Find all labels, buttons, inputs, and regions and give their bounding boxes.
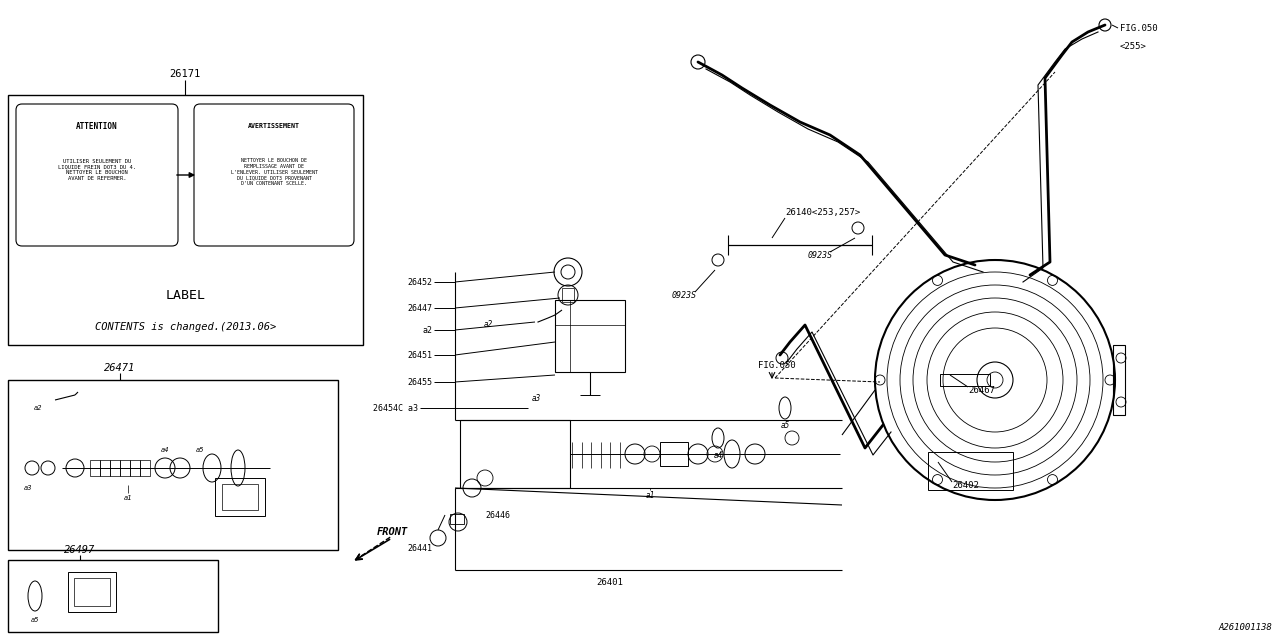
Bar [74, 578, 110, 606]
Bar [1114, 345, 1125, 415]
Text: NETTOYER LE BOUCHON DE
REMPLISSAGE AVANT DE
L'ENLEVER. UTILISER SEULEMENT
DU LIQ: NETTOYER LE BOUCHON DE REMPLISSAGE AVANT… [230, 158, 317, 186]
Text: 26455: 26455 [407, 378, 433, 387]
Text: CONTENTS is changed.(2013.06>: CONTENTS is changed.(2013.06> [95, 322, 276, 332]
Text: a3: a3 [532, 394, 541, 403]
Bar [8, 95, 364, 345]
Bar [221, 484, 259, 510]
Bar [140, 460, 150, 476]
Bar [451, 514, 465, 524]
Text: a5: a5 [781, 420, 790, 429]
Bar [110, 460, 120, 476]
Bar [120, 460, 131, 476]
Bar [556, 300, 625, 372]
Text: UTILISER SEULEMENT DU
LIQUIDE FREIN DOT3 DU 4.
NETTOYER LE BOUCHON
AVANT DE REFE: UTILISER SEULEMENT DU LIQUIDE FREIN DOT3… [58, 159, 136, 181]
Text: ATTENTION: ATTENTION [77, 122, 118, 131]
Text: 0923S: 0923S [672, 291, 698, 300]
Text: a4: a4 [161, 447, 169, 453]
Bar [68, 572, 116, 612]
Bar [90, 460, 100, 476]
Bar [562, 288, 573, 302]
Text: 26401: 26401 [596, 577, 623, 586]
Text: FIG.050: FIG.050 [1120, 24, 1157, 33]
Text: 26171: 26171 [169, 69, 201, 79]
Text: 26140<253,257>: 26140<253,257> [785, 207, 860, 216]
Text: a2: a2 [33, 405, 42, 411]
Text: 26451: 26451 [407, 351, 433, 360]
Text: FRONT: FRONT [376, 527, 408, 537]
Text: FIG.050: FIG.050 [758, 360, 796, 369]
Bar [928, 452, 1012, 490]
Text: a3: a3 [24, 485, 32, 491]
Text: 0923S: 0923S [808, 250, 833, 259]
Bar [8, 560, 218, 632]
Bar [100, 460, 110, 476]
Text: a5: a5 [31, 617, 40, 623]
Text: a5: a5 [196, 447, 205, 453]
Bar [215, 478, 265, 516]
Bar [460, 420, 570, 488]
Text: 26467: 26467 [968, 385, 995, 394]
Text: LABEL: LABEL [165, 289, 206, 301]
Text: 26471: 26471 [105, 363, 136, 373]
Bar [8, 380, 338, 550]
Text: a2: a2 [422, 326, 433, 335]
Text: 26441: 26441 [407, 543, 433, 552]
Bar [131, 460, 140, 476]
Bar [940, 374, 989, 386]
Text: 26497: 26497 [64, 545, 96, 555]
Text: a1: a1 [124, 495, 132, 501]
Text: a1: a1 [645, 490, 654, 499]
Bar [660, 442, 689, 466]
Text: a4: a4 [713, 451, 723, 460]
Text: A261001138: A261001138 [1219, 623, 1272, 632]
Text: 26446: 26446 [485, 511, 509, 520]
Text: 26452: 26452 [407, 278, 433, 287]
Text: 26402: 26402 [952, 481, 979, 490]
Text: <255>: <255> [1120, 42, 1147, 51]
Text: 26454C a3: 26454C a3 [372, 403, 419, 413]
Text: a2: a2 [484, 319, 493, 328]
Text: 26447: 26447 [407, 303, 433, 312]
Text: AVERTISSEMENT: AVERTISSEMENT [248, 123, 300, 129]
